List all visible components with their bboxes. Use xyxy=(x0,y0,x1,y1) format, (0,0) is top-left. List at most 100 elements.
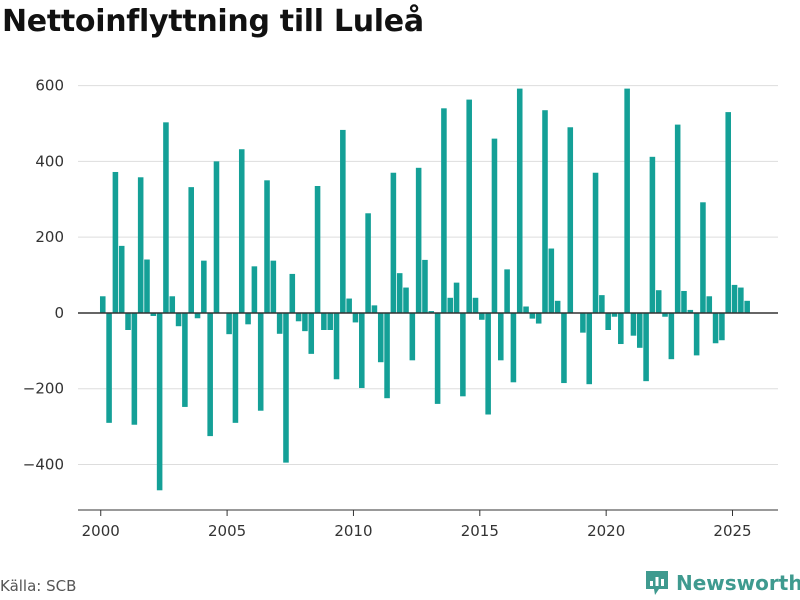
bar xyxy=(687,309,694,313)
bar xyxy=(611,312,618,317)
bar xyxy=(238,149,245,313)
bar xyxy=(384,312,390,399)
bar xyxy=(523,306,529,313)
bar xyxy=(226,312,232,335)
brand-name: Newsworthy xyxy=(676,571,800,595)
bar xyxy=(668,312,675,360)
bar xyxy=(169,296,176,313)
bar xyxy=(510,312,517,383)
bar xyxy=(201,260,207,313)
bar xyxy=(156,312,163,491)
bar xyxy=(744,300,750,313)
bar xyxy=(346,298,352,313)
page-title: Nettoinflyttning till Luleå xyxy=(2,4,424,39)
bar xyxy=(377,312,384,363)
brand-logo: Newsworthy xyxy=(644,569,800,597)
bar xyxy=(396,273,403,313)
bar xyxy=(630,312,637,336)
bar xyxy=(712,312,719,344)
y-tick-label: −200 xyxy=(23,380,64,398)
bar xyxy=(599,295,605,313)
bar xyxy=(99,296,106,313)
bar xyxy=(453,282,460,313)
bar xyxy=(144,259,150,313)
bar xyxy=(422,259,428,313)
bar xyxy=(466,99,472,313)
bar xyxy=(681,290,687,313)
bar xyxy=(270,260,277,313)
bar xyxy=(194,312,201,319)
bar xyxy=(706,296,713,313)
bar xyxy=(137,177,144,313)
bar xyxy=(352,312,359,323)
bar xyxy=(624,88,630,313)
bar xyxy=(655,290,662,313)
bar xyxy=(365,213,371,313)
bar xyxy=(662,312,668,317)
y-tick-label: 400 xyxy=(35,152,64,170)
bar xyxy=(561,312,567,384)
y-tick-label: −400 xyxy=(23,456,64,474)
bar xyxy=(264,180,270,313)
bar xyxy=(535,312,542,324)
bar xyxy=(327,312,333,330)
bar xyxy=(618,312,624,345)
bar xyxy=(434,312,441,404)
bar xyxy=(731,284,738,313)
bar xyxy=(409,312,416,361)
bar xyxy=(359,312,365,388)
bar xyxy=(289,273,296,313)
bar xyxy=(163,122,169,313)
bar xyxy=(112,171,119,313)
bar xyxy=(485,312,491,415)
bar xyxy=(295,312,302,322)
bar xyxy=(738,287,744,313)
bar xyxy=(283,312,289,463)
bar xyxy=(504,269,510,313)
bar xyxy=(580,312,586,333)
x-tick-label: 2005 xyxy=(208,522,246,540)
bar xyxy=(302,312,308,332)
bar xyxy=(542,110,548,313)
bar xyxy=(175,312,182,327)
bar xyxy=(340,129,346,313)
x-tick-label: 2015 xyxy=(461,522,499,540)
bar xyxy=(554,300,561,313)
bar xyxy=(498,312,504,361)
bar xyxy=(182,312,188,407)
bar xyxy=(213,161,220,313)
bar xyxy=(188,187,194,313)
bar xyxy=(415,167,422,313)
y-tick-label: 0 xyxy=(54,304,64,322)
bar xyxy=(403,287,409,313)
source-note: Källa: SCB xyxy=(0,577,77,595)
x-tick-label: 2025 xyxy=(713,522,751,540)
bar xyxy=(516,88,523,313)
bar xyxy=(586,312,593,385)
bar xyxy=(257,312,264,411)
bar xyxy=(725,112,731,313)
bar xyxy=(314,186,321,313)
bar xyxy=(592,172,599,313)
x-tick-label: 2010 xyxy=(334,522,372,540)
bar xyxy=(276,312,283,334)
bar xyxy=(245,312,251,325)
bar xyxy=(529,312,536,319)
bar xyxy=(308,312,315,354)
y-tick-label: 600 xyxy=(35,77,64,95)
bar xyxy=(371,305,378,313)
bar xyxy=(674,124,681,313)
bar xyxy=(479,312,485,320)
bar xyxy=(643,312,649,382)
bar xyxy=(441,108,447,313)
bar xyxy=(232,312,239,423)
bar xyxy=(700,202,706,313)
bar xyxy=(125,312,131,330)
bar xyxy=(548,248,555,313)
x-tick-label: 2000 xyxy=(82,522,120,540)
bar-series xyxy=(99,88,750,491)
bar xyxy=(207,312,213,437)
bar xyxy=(719,312,725,341)
